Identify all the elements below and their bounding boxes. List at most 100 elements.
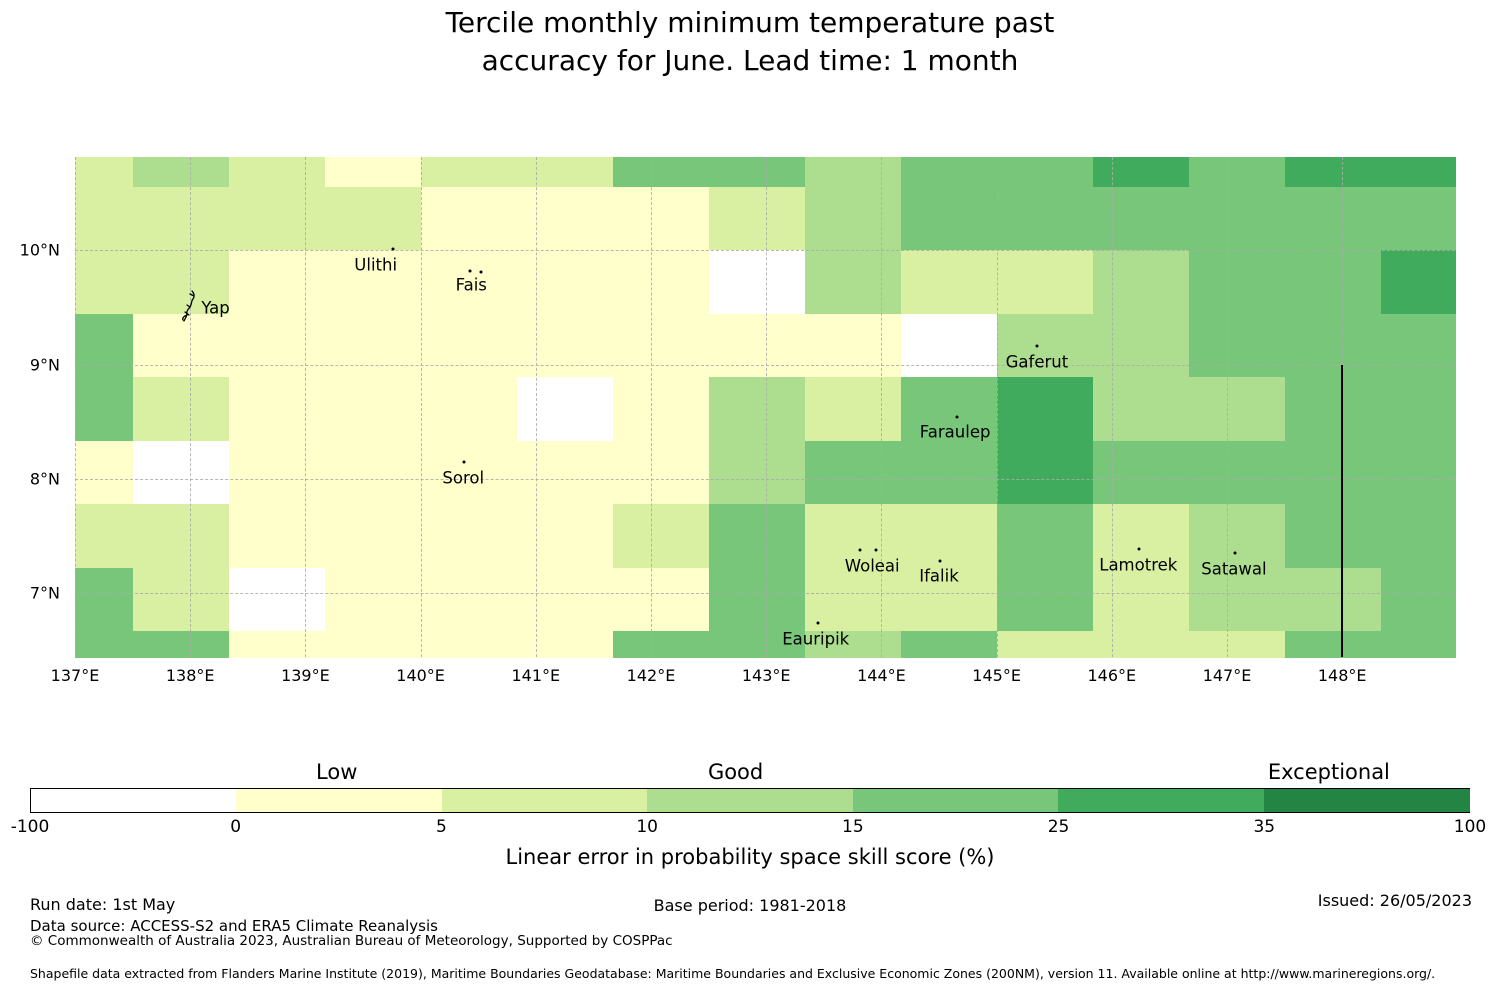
colorbar-category-low: Low [316,760,358,784]
heatmap-cell [900,567,998,633]
island-dot [468,269,472,273]
heatmap-cell [420,440,518,506]
heatmap-cell [708,567,806,633]
grid-line [881,157,883,657]
heatmap-cell [228,631,326,658]
copyright-text: © Commonwealth of Australia 2023, Austra… [30,933,673,949]
colorbar-segment [852,789,1059,812]
heatmap-cell [1284,186,1382,252]
heatmap-cell [804,313,902,379]
island-label: Ifalik [919,566,959,586]
issued-date-text: Issued: 26/05/2023 [1317,891,1472,910]
x-tick-label: 144°E [857,666,906,685]
heatmap-cell [996,631,1094,658]
colorbar-tick-label: 35 [1253,817,1276,837]
heatmap-cell [228,186,326,252]
island-label: Gaferut [1005,352,1069,372]
colorbar-segment [31,789,238,812]
heatmap-cell [1188,157,1286,188]
x-tick-label: 147°E [1202,666,1252,685]
heatmap-cell [420,377,518,442]
grid-line [1227,157,1229,657]
heatmap-cell [516,631,614,658]
heatmap-cell [516,504,614,569]
heatmap-cell [804,157,902,188]
heatmap-cell [612,631,710,658]
heatmap-cell [132,313,230,379]
heatmap-cell [324,567,422,633]
heatmap-cell [1188,567,1286,633]
colorbar-segment [1263,789,1470,812]
heatmap-cell [420,504,518,569]
heatmap-cell [132,157,230,188]
island-label: Fais [455,275,487,295]
heatmap-cell [900,377,998,442]
x-tick-label: 148°E [1317,666,1367,685]
island-label: Satawal [1201,559,1267,579]
heatmap-cell [132,631,230,658]
heatmap-cell [516,440,614,506]
heatmap-cell [1188,313,1286,379]
heatmap-cell [612,313,710,379]
heatmap-cell [228,567,326,633]
heatmap-cell [75,631,134,658]
grid-line [1111,157,1113,657]
heatmap-cell [1380,631,1456,658]
island-label: Yap [201,298,230,318]
heatmap-cell [804,377,902,442]
colorbar-axis-label: Linear error in probability space skill … [505,845,995,869]
heatmap-cell [1284,631,1382,658]
heatmap-cell [1380,250,1456,315]
heatmap-cell [324,250,422,315]
heatmap-cell [1380,440,1456,506]
heatmap-cell [132,186,230,252]
heatmap-cell [1284,313,1382,379]
heatmap-cell [420,250,518,315]
heatmap-cell [708,186,806,252]
heatmap-cell [1188,377,1286,442]
heatmap-cell [900,157,998,188]
heatmap-cell [75,157,134,188]
heatmap-cell [228,313,326,379]
colorbar-segment [1058,789,1265,812]
island-dot [391,247,395,251]
heatmap-cell [900,186,998,252]
heatmap-cell [900,440,998,506]
heatmap-cell [612,157,710,188]
chart-title-line2: accuracy for June. Lead time: 1 month [481,44,1019,77]
colorbar-tick-label: -100 [10,817,50,837]
island-dot [955,415,959,419]
heatmap-cell [1188,440,1286,506]
heatmap-cell [324,440,422,506]
heatmap-cell [708,440,806,506]
island-dot [1233,551,1237,555]
heatmap-cell [1380,504,1456,569]
island-dot [858,548,862,552]
heatmap-cell [996,157,1094,188]
heatmap-cell [324,157,422,188]
heatmap-cell [804,250,902,315]
grid-line [75,250,1455,252]
heatmap-cell [612,567,710,633]
heatmap-cell [1380,186,1456,252]
heatmap-cell [228,440,326,506]
heatmap-cell [612,504,710,569]
heatmap-cell [708,250,806,315]
heatmap-cell [900,504,998,569]
island-dot [938,559,942,563]
island-label: Woleai [844,556,900,576]
heatmap-cell [708,631,806,658]
heatmap-cell [1284,440,1382,506]
heatmap-cell [1092,377,1190,442]
x-tick-label: 143°E [741,666,791,685]
heatmap-cell [132,377,230,442]
heatmap-cell [996,250,1094,315]
shapefile-note-text: Shapefile data extracted from Flanders M… [30,966,1436,981]
colorbar-tick-label: 10 [636,817,658,837]
heatmap-cell [900,313,998,379]
y-tick-label: 10°N [19,240,60,260]
heatmap-cell [324,377,422,442]
heatmap-cell [1284,377,1382,442]
heatmap-cell [324,186,422,252]
heatmap-cell [996,504,1094,569]
